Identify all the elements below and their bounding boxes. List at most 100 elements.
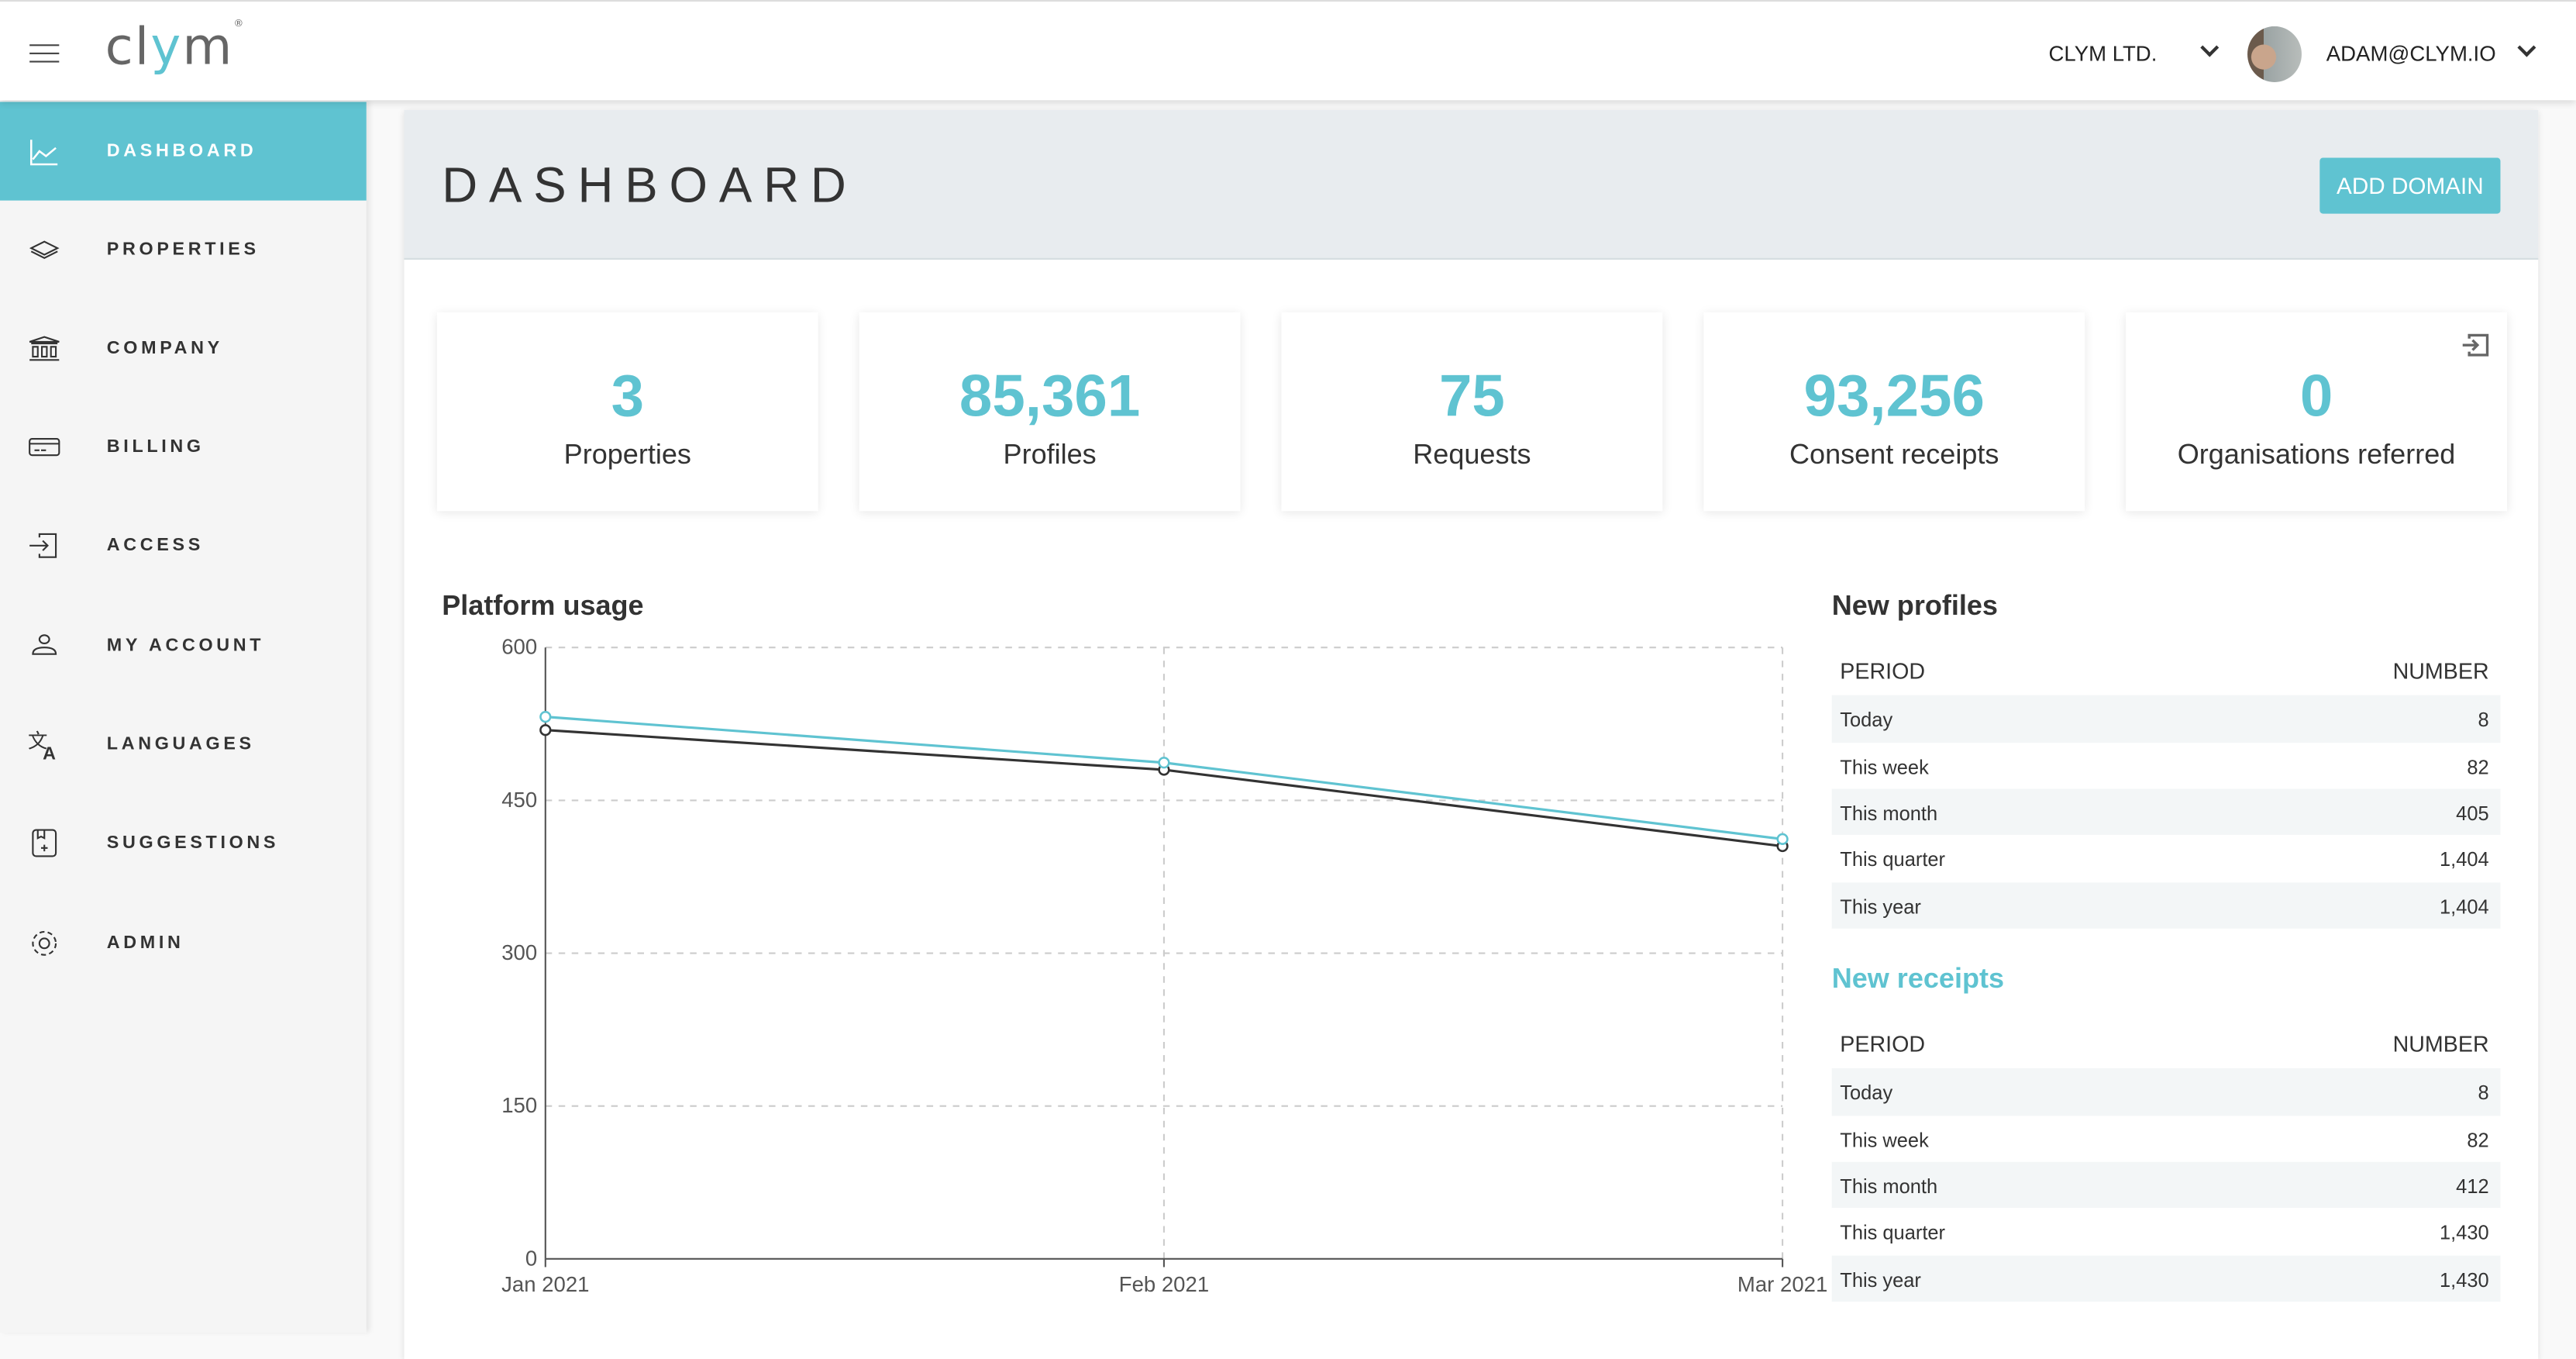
data-point-receipts	[1776, 833, 1789, 845]
x-tick-label: Jan 2021	[501, 1272, 589, 1296]
stat-label: Consent receipts	[1789, 439, 1999, 471]
table-header: PERIOD NUMBER	[1832, 1023, 2501, 1069]
table-row: This year 1,430	[1831, 1254, 2501, 1302]
svg-text:A: A	[43, 743, 56, 761]
sidebar-item-label: DASHBOARD	[106, 141, 257, 161]
sidebar-item-label: MY ACCOUNT	[106, 636, 265, 656]
number-header: NUMBER	[2392, 1032, 2489, 1057]
suggestion-icon	[32, 829, 57, 857]
number-cell: 8	[2478, 709, 2489, 732]
translate-icon: 文A	[28, 731, 56, 761]
period-cell: This week	[1840, 755, 1929, 778]
stat-value: 75	[1438, 361, 1505, 429]
stat-card-organisations-referred[interactable]: 0 Organisations referred	[2126, 312, 2507, 512]
sidebar-item-suggestions[interactable]: SUGGESTIONS	[0, 794, 367, 892]
number-cell: 82	[2467, 755, 2489, 778]
x-tick-label: Feb 2021	[1119, 1272, 1209, 1296]
number-cell: 1,404	[2439, 848, 2489, 871]
chevron-down-icon[interactable]	[2200, 38, 2220, 57]
period-cell: This quarter	[1840, 848, 1946, 871]
page-header: DASHBOARD ADD DOMAIN	[404, 110, 2539, 260]
top-bar: clym® CLYM LTD. ADAM@CLYM.IO	[0, 0, 2576, 101]
sidebar-item-billing[interactable]: BILLING	[0, 398, 367, 496]
period-cell: This month	[1840, 1174, 1938, 1199]
period-cell: This year	[1840, 895, 1921, 918]
period-cell: This month	[1840, 802, 1938, 825]
table-row: This month 405	[1831, 788, 2501, 836]
stat-label: Profiles	[1003, 439, 1097, 471]
sidebar-item-company[interactable]: COMPANY	[0, 299, 367, 398]
number-cell: 1,404	[2439, 895, 2489, 918]
stat-card-requests[interactable]: 75 Requests	[1281, 312, 1663, 512]
table-header: PERIOD NUMBER	[1832, 649, 2501, 695]
period-header: PERIOD	[1840, 1032, 1926, 1057]
user-icon	[32, 634, 57, 655]
page-title: DASHBOARD	[442, 159, 858, 214]
stat-label: Properties	[563, 439, 691, 471]
sidebar-item-label: PROPERTIES	[106, 240, 260, 260]
sidebar-item-label: BILLING	[106, 436, 205, 457]
sidebar-item-access[interactable]: ACCESS	[0, 496, 367, 595]
number-cell: 405	[2456, 802, 2489, 825]
period-header: PERIOD	[1840, 659, 1926, 684]
add-domain-button[interactable]: ADD DOMAIN	[2319, 157, 2501, 214]
sidebar-item-admin[interactable]: ADMIN	[0, 894, 367, 992]
y-tick-label: 300	[501, 940, 537, 964]
stat-card-properties[interactable]: 3 Properties	[436, 312, 818, 512]
series-line-profiles	[545, 729, 1783, 848]
stat-value: 0	[2299, 361, 2333, 429]
new-profiles-title: New profiles	[1831, 590, 1998, 622]
x-tick-label: Mar 2021	[1737, 1272, 1827, 1296]
sidebar-item-label: ADMIN	[106, 933, 184, 954]
table-row: Today 8	[1831, 695, 2501, 743]
number-cell: 82	[2467, 1128, 2489, 1152]
y-tick-label: 600	[501, 636, 537, 658]
sidebar-item-dashboard[interactable]: DASHBOARD	[0, 102, 367, 201]
bank-icon	[29, 336, 60, 361]
number-header: NUMBER	[2392, 659, 2489, 684]
hamburger-menu-icon[interactable]	[29, 44, 60, 63]
clym-logo[interactable]: clym®	[105, 18, 246, 78]
table-row: This week 82	[1832, 742, 2501, 788]
data-point-receipts	[1158, 757, 1170, 769]
table-row: Today 8	[1831, 1068, 2501, 1116]
stat-value: 93,256	[1803, 361, 1985, 429]
number-cell: 1,430	[2439, 1221, 2489, 1245]
stat-value: 85,361	[959, 361, 1141, 429]
chart-line-icon	[30, 140, 58, 166]
company-selector[interactable]: CLYM LTD.	[2048, 40, 2158, 66]
table-row: This week 82	[1832, 1116, 2501, 1162]
number-cell: 412	[2456, 1174, 2489, 1199]
stat-card-profiles[interactable]: 85,361 Profiles	[859, 312, 1241, 512]
sidebar: DASHBOARD PROPERTIES COMPANY BILLING ACC…	[0, 100, 367, 1333]
chevron-down-icon[interactable]	[2517, 38, 2536, 57]
layers-icon	[29, 240, 60, 260]
sidebar-item-my-account[interactable]: MY ACCOUNT	[0, 597, 367, 695]
period-cell: Today	[1840, 1081, 1893, 1105]
user-menu[interactable]: ADAM@CLYM.IO	[2326, 40, 2496, 66]
period-cell: This quarter	[1840, 1221, 1946, 1245]
svg-text:文: 文	[28, 731, 47, 753]
sidebar-item-label: ACCESS	[106, 536, 204, 556]
stat-label: Requests	[1413, 439, 1531, 471]
credit-card-icon	[29, 437, 60, 457]
sidebar-item-label: COMPANY	[106, 338, 223, 359]
platform-usage-chart: 0 150 300 450 600 Jan 2021 Feb 2021 Mar 2021	[501, 636, 1827, 1296]
y-tick-label: 0	[525, 1246, 537, 1270]
y-tick-label: 450	[501, 788, 537, 812]
number-cell: 1,430	[2439, 1268, 2489, 1292]
table-row: This quarter 1,430	[1832, 1209, 2501, 1255]
dashboard-card: DASHBOARD ADD DOMAIN 3 Properties 85,361 P…	[404, 110, 2539, 1359]
stat-value: 3	[611, 361, 645, 429]
period-cell: Today	[1840, 709, 1893, 732]
refer-login-icon[interactable]	[2461, 332, 2491, 358]
sidebar-item-label: LANGUAGES	[106, 734, 255, 755]
stat-card-consent-receipts[interactable]: 93,256 Consent receipts	[1703, 312, 2085, 512]
data-point-receipts	[539, 710, 552, 723]
table-row: This year 1,404	[1831, 881, 2501, 929]
sidebar-item-properties[interactable]: PROPERTIES	[0, 201, 367, 299]
new-receipts-title: New receipts	[1831, 963, 2005, 995]
avatar[interactable]	[2247, 26, 2302, 82]
gear-icon	[32, 930, 57, 956]
